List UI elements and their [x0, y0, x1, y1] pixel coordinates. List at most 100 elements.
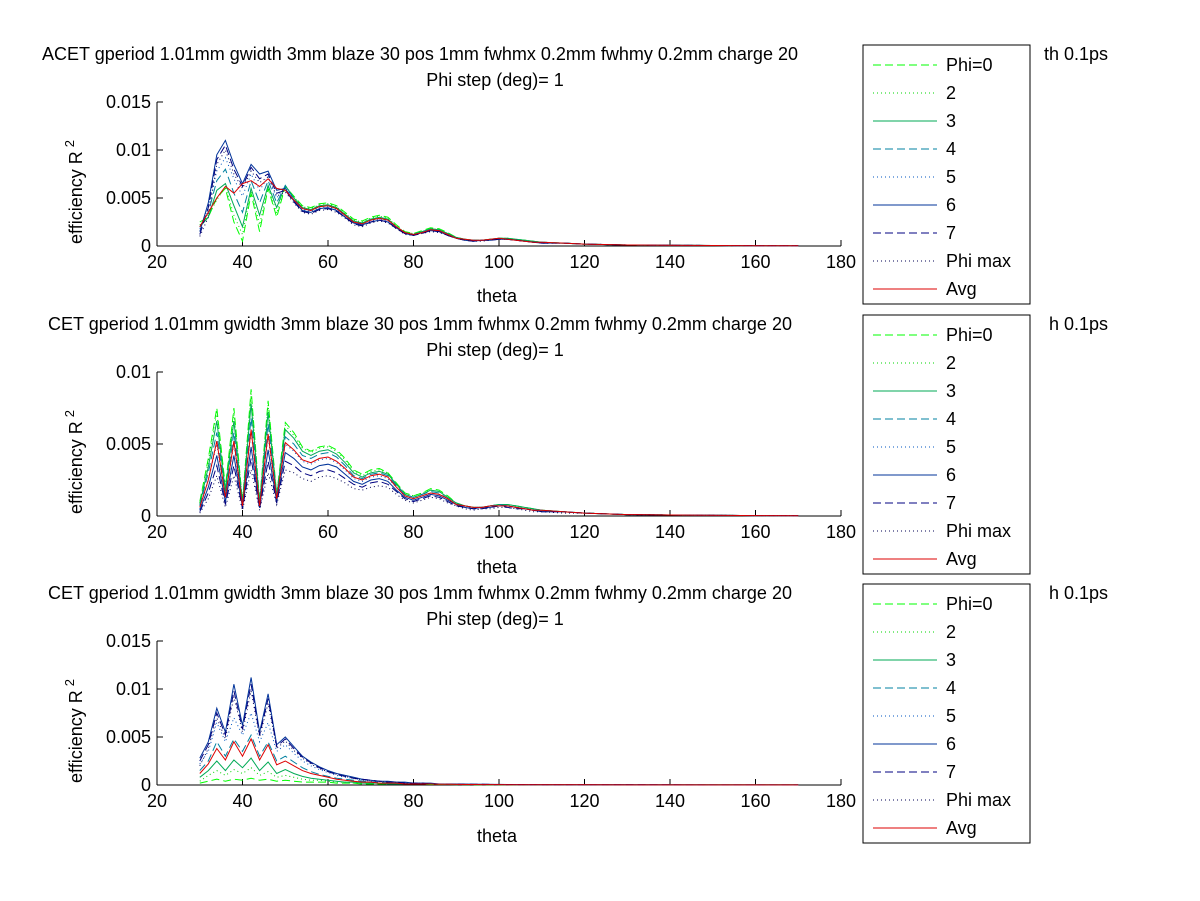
subplot-3: CET gperiod 1.01mm gwidth 3mm blaze 30 p…: [48, 583, 1108, 846]
legend-entry-label: 4: [946, 139, 956, 159]
series-line-5: [199, 677, 799, 786]
legend-entry-label: 5: [946, 167, 956, 187]
x-tick-label: 160: [740, 791, 770, 811]
x-tick-label: 140: [655, 522, 685, 542]
series-line-0: [199, 389, 799, 517]
legend-entry-label: 7: [946, 223, 956, 243]
y-axis-label: efficiency R 2: [62, 679, 86, 783]
legend-entry-label: 2: [946, 353, 956, 373]
legend: Phi=0 2 3 4 5 6 7 Phi max Avg: [862, 44, 1031, 305]
y-tick-label: 0: [141, 775, 151, 795]
series-line-4: [199, 711, 799, 786]
x-tick-label: 120: [569, 791, 599, 811]
series-line-1: [199, 393, 799, 517]
series-line-8: [199, 429, 799, 517]
y-tick-label: 0.005: [106, 434, 151, 454]
y-axis-label: efficiency R 2: [62, 140, 86, 244]
legend-entry-label: 4: [946, 678, 956, 698]
legend-entry-label: 7: [946, 762, 956, 782]
y-tick-label: 0.005: [106, 727, 151, 747]
x-tick-label: 120: [569, 252, 599, 272]
y-axis-label: efficiency R 2: [62, 410, 86, 514]
y-axis-label-superscript: 2: [62, 140, 77, 147]
legend-entry-label: Phi max: [946, 790, 1011, 810]
legend-entry-label: Avg: [946, 549, 977, 569]
series-line-6: [199, 684, 799, 786]
x-tick-label: 100: [484, 522, 514, 542]
y-tick-label: 0: [141, 236, 151, 256]
x-axis-label: theta: [477, 286, 518, 306]
legend-entry-label: 2: [946, 83, 956, 103]
series-line-7: [199, 690, 799, 786]
x-tick-label: 180: [826, 252, 856, 272]
legend-entry-label: 3: [946, 381, 956, 401]
x-tick-label: 80: [403, 252, 423, 272]
y-axis-label-text: efficiency R: [66, 690, 86, 783]
series-line-7: [199, 148, 799, 247]
x-tick-label: 20: [147, 252, 167, 272]
series-line-2: [199, 403, 799, 517]
legend-box: [862, 583, 1031, 844]
legend-entry-label: Phi max: [946, 251, 1011, 271]
chart-subtitle: Phi step (deg)= 1: [426, 340, 564, 360]
legend-entry-label: Phi=0: [946, 594, 993, 614]
x-tick-label: 180: [826, 522, 856, 542]
legend-entry-label: 7: [946, 493, 956, 513]
y-tick-label: 0.01: [116, 679, 151, 699]
x-tick-label: 140: [655, 252, 685, 272]
y-axis-label-superscript: 2: [62, 410, 77, 417]
legend-entry-label: 6: [946, 195, 956, 215]
chart-title: ACET gperiod 1.01mm gwidth 3mm blaze 30 …: [42, 44, 798, 64]
series-line-8: [199, 737, 799, 786]
x-tick-label: 20: [147, 791, 167, 811]
x-tick-label: 40: [232, 791, 252, 811]
y-axis-label-text: efficiency R: [66, 421, 86, 514]
legend-entry-label: 2: [946, 622, 956, 642]
legend-box: [862, 44, 1031, 305]
x-tick-label: 140: [655, 791, 685, 811]
x-tick-label: 20: [147, 522, 167, 542]
y-tick-label: 0.015: [106, 92, 151, 112]
legend-entry-label: 5: [946, 706, 956, 726]
x-tick-label: 80: [403, 791, 423, 811]
x-tick-label: 60: [318, 252, 338, 272]
x-tick-label: 60: [318, 791, 338, 811]
legend-entry-label: 6: [946, 465, 956, 485]
chart-title-tail: h 0.1ps: [1049, 583, 1108, 603]
legend-entry-label: 3: [946, 111, 956, 131]
y-tick-label: 0.01: [116, 140, 151, 160]
legend-entry-label: Avg: [946, 818, 977, 838]
legend-entry-label: 4: [946, 409, 956, 429]
x-tick-label: 160: [740, 522, 770, 542]
y-axis-label-text: efficiency R: [66, 151, 86, 244]
legend: Phi=0 2 3 4 5 6 7 Phi max Avg: [862, 583, 1031, 844]
series-line-3: [199, 168, 799, 247]
x-tick-label: 40: [232, 522, 252, 542]
series-line-3: [199, 418, 799, 517]
x-axis-label: theta: [477, 826, 518, 846]
x-tick-label: 100: [484, 252, 514, 272]
y-tick-label: 0: [141, 506, 151, 526]
chart-title-tail: h 0.1ps: [1049, 314, 1108, 334]
x-tick-label: 60: [318, 522, 338, 542]
legend-entry-label: 6: [946, 734, 956, 754]
chart-subtitle: Phi step (deg)= 1: [426, 70, 564, 90]
legend-entry-label: Phi=0: [946, 325, 993, 345]
chart-title: CET gperiod 1.01mm gwidth 3mm blaze 30 p…: [48, 583, 792, 603]
x-tick-label: 160: [740, 252, 770, 272]
legend-entry-label: Phi max: [946, 521, 1011, 541]
y-tick-label: 0.01: [116, 362, 151, 382]
chart-title-tail: th 0.1ps: [1044, 44, 1108, 64]
series-line-6: [199, 458, 799, 517]
legend: Phi=0 2 3 4 5 6 7 Phi max Avg: [862, 314, 1031, 575]
x-axis-label: theta: [477, 557, 518, 577]
series-line-8: [199, 178, 799, 247]
y-tick-label: 0.005: [106, 188, 151, 208]
subplot-2: CET gperiod 1.01mm gwidth 3mm blaze 30 p…: [48, 314, 1108, 577]
legend-entry-label: 3: [946, 650, 956, 670]
x-tick-label: 80: [403, 522, 423, 542]
legend-entry-label: 5: [946, 437, 956, 457]
legend-box: [862, 314, 1031, 575]
series-line-5: [199, 446, 799, 517]
